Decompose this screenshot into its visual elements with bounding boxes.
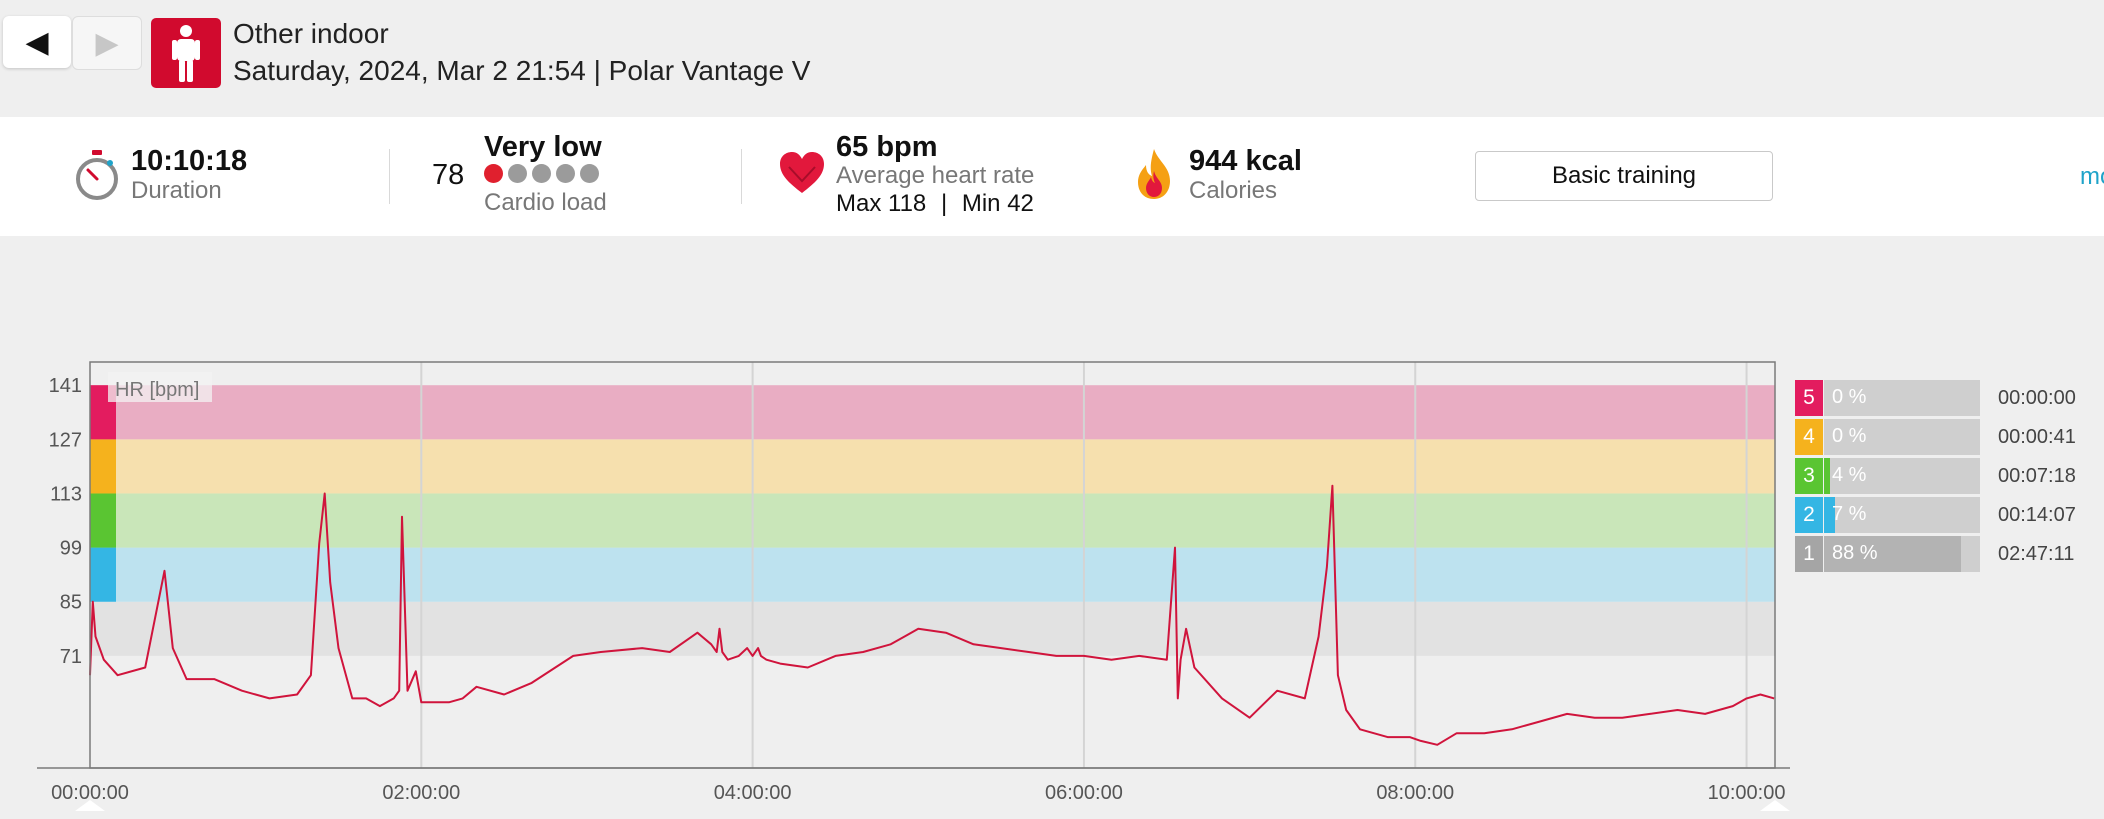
triangle-left-icon: ◀ bbox=[25, 25, 49, 59]
zone-time: 00:00:41 bbox=[1998, 426, 2076, 448]
next-session-button[interactable]: ▶ bbox=[72, 16, 142, 70]
zone-number: 5 bbox=[1795, 380, 1823, 416]
ylabel-background bbox=[108, 372, 212, 402]
triangle-right-icon: ▶ bbox=[95, 26, 119, 60]
zone-row-1: 1 88 % bbox=[1795, 536, 1980, 572]
session-subtitle: Saturday, 2024, Mar 2 21:54 | Polar Vant… bbox=[233, 55, 811, 86]
y-tick-label: 99 bbox=[60, 538, 82, 560]
cardio-load-value: 78 bbox=[432, 159, 465, 191]
standing-person-icon bbox=[172, 25, 200, 82]
x-tick-label: 02:00:00 bbox=[382, 782, 460, 804]
zone-percent-label: 88 % bbox=[1832, 542, 1878, 564]
cardio-dot bbox=[508, 164, 527, 183]
zone-row-4: 4 0 % bbox=[1795, 419, 1980, 455]
hr-zone-band-1 bbox=[90, 601, 1775, 656]
range-end-handle[interactable] bbox=[1760, 800, 1790, 811]
zone-percent-fill bbox=[1824, 536, 1962, 572]
zone-time: 00:14:07 bbox=[1998, 504, 2076, 526]
zone-percent-fill bbox=[1824, 458, 1831, 494]
zone-percent-label: 0 % bbox=[1832, 386, 1867, 408]
avg-hr-label: Average heart rate bbox=[836, 162, 1035, 189]
basic-training-button[interactable]: Basic training bbox=[1475, 151, 1773, 201]
hr-zone-band-5 bbox=[90, 385, 1775, 440]
y-tick-label: 85 bbox=[60, 592, 82, 614]
cardio-dot bbox=[532, 164, 551, 183]
x-tick-label: 10:00:00 bbox=[1708, 782, 1786, 804]
hr-min: Min 42 bbox=[961, 190, 1034, 217]
heart-rate-chart[interactable]: 141 127 113 99 85 71 00:00:00 02:00:00 04:00:00… bbox=[0, 350, 1800, 819]
y-tick-label: 141 bbox=[49, 375, 82, 397]
y-axis-label: HR [bpm] bbox=[115, 379, 199, 401]
cardio-load-dots bbox=[484, 164, 604, 188]
zone-row-2: 2 7 % bbox=[1795, 497, 1980, 533]
zone-percent-bar: 7 % bbox=[1824, 497, 1980, 533]
y-tick-label: 127 bbox=[49, 429, 82, 451]
sport-icon bbox=[151, 18, 221, 88]
zone-percent-fill bbox=[1824, 497, 1835, 533]
zone-row-5: 5 0 % bbox=[1795, 380, 1980, 416]
y-tick-label: 71 bbox=[60, 646, 82, 668]
hr-zone-marker-4 bbox=[90, 439, 116, 494]
calories-label: Calories bbox=[1189, 177, 1278, 204]
zone-percent-bar: 0 % bbox=[1824, 380, 1980, 416]
avg-hr-value: 65 bpm bbox=[836, 131, 938, 163]
x-tick-label: 06:00:00 bbox=[1045, 782, 1123, 804]
session-title: Other indoor bbox=[233, 18, 389, 49]
cardio-dot bbox=[580, 164, 599, 183]
hr-separator: | bbox=[940, 190, 948, 217]
zone-time: 00:00:00 bbox=[1998, 387, 2076, 409]
hr-max-min: Max 118 | Min 42 bbox=[836, 190, 1034, 218]
hr-zone-band-4 bbox=[90, 439, 1775, 494]
zone-percent-bar: 88 % bbox=[1824, 536, 1980, 572]
x-tick-label: 00:00:00 bbox=[51, 782, 129, 804]
previous-session-button[interactable]: ◀ bbox=[3, 16, 71, 68]
divider bbox=[389, 149, 390, 204]
hr-zone-marker-3 bbox=[90, 493, 116, 548]
duration-value: 10:10:18 bbox=[131, 145, 248, 177]
zone-percent-bar: 4 % bbox=[1824, 458, 1980, 494]
heart-rate-line bbox=[89, 484, 1775, 746]
range-start-handle[interactable] bbox=[75, 800, 105, 811]
hr-zone-band-2 bbox=[90, 547, 1775, 602]
zone-number: 2 bbox=[1795, 497, 1823, 533]
cardio-load-level: Very low bbox=[484, 131, 602, 163]
zone-row-3: 3 4 % bbox=[1795, 458, 1980, 494]
cardio-dot bbox=[556, 164, 575, 183]
cardio-load-label: Cardio load bbox=[484, 189, 607, 216]
zone-number: 3 bbox=[1795, 458, 1823, 494]
zone-percent-label: 4 % bbox=[1832, 464, 1867, 486]
stopwatch-icon bbox=[76, 150, 118, 200]
y-tick-label: 113 bbox=[50, 483, 82, 505]
zone-number: 4 bbox=[1795, 419, 1823, 455]
zone-time: 02:47:11 bbox=[1998, 543, 2075, 565]
cardio-dot-filled bbox=[484, 164, 503, 183]
zone-time: 00:07:18 bbox=[1998, 465, 2076, 487]
zone-number: 1 bbox=[1795, 536, 1823, 572]
hr-zone-marker-2 bbox=[90, 547, 116, 602]
summary-bar: 10:10:18 Duration 78 Very low Cardio loa… bbox=[0, 117, 2104, 236]
divider bbox=[741, 149, 742, 204]
flame-icon bbox=[1138, 149, 1170, 199]
hr-max: Max 118 bbox=[836, 190, 927, 217]
more-link[interactable]: mo bbox=[2080, 163, 2104, 190]
zone-percent-bar: 0 % bbox=[1824, 419, 1980, 455]
zone-percent-label: 7 % bbox=[1832, 503, 1867, 525]
x-tick-label: 04:00:00 bbox=[714, 782, 792, 804]
x-tick-label: 08:00:00 bbox=[1376, 782, 1454, 804]
hr-zone-band-3 bbox=[90, 493, 1775, 548]
zone-percent-label: 0 % bbox=[1832, 425, 1867, 447]
calories-value: 944 kcal bbox=[1189, 145, 1302, 177]
duration-label: Duration bbox=[131, 177, 222, 204]
heart-icon bbox=[780, 152, 824, 193]
